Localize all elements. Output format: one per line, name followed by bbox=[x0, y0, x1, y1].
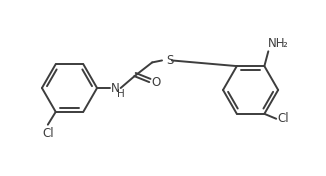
Text: N: N bbox=[111, 81, 120, 95]
Text: O: O bbox=[151, 76, 160, 89]
Text: ₂: ₂ bbox=[282, 37, 287, 50]
Text: S: S bbox=[166, 54, 173, 67]
Text: Cl: Cl bbox=[277, 112, 289, 125]
Text: H: H bbox=[117, 89, 125, 99]
Text: Cl: Cl bbox=[42, 127, 54, 140]
Text: NH: NH bbox=[268, 37, 286, 50]
